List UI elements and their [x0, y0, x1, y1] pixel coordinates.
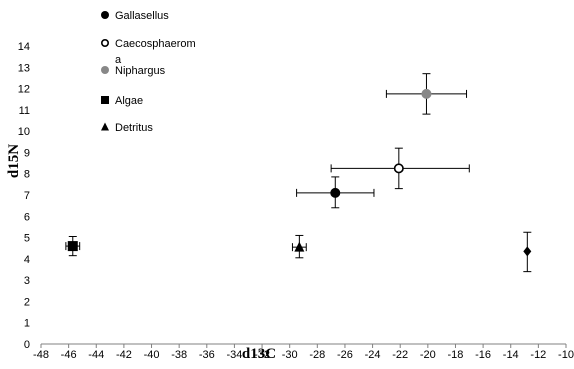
x-tick-label: -12 — [530, 349, 546, 361]
x-tick-label: -26 — [337, 349, 353, 361]
y-tick-label: 11 — [19, 105, 30, 117]
legend-marker-triangle — [101, 122, 109, 131]
y-tick-label: 14 — [18, 41, 30, 53]
data-point-open-circle — [393, 163, 404, 174]
x-axis-ticks: -48 -46 -44 -42 -40 -38 -36 -34 -32 -30 -28 -26 -24-… — [33, 344, 574, 361]
y-tick-label: 12 — [18, 84, 30, 96]
y-axis-title: d15N — [6, 144, 22, 178]
y-tick-label: 7 — [24, 190, 30, 202]
y-tick-label: 6 — [24, 211, 30, 223]
x-axis-title: d13C — [242, 346, 276, 362]
data-point-diamond — [523, 246, 532, 257]
y-tick-label: 3 — [24, 275, 30, 287]
x-tick-label: -48 — [33, 349, 49, 361]
y-tick-label: 10 — [18, 126, 30, 138]
legend-label: Gallasellus — [115, 10, 169, 22]
x-tick-label: -22 — [392, 349, 408, 361]
y-tick-label: 13 — [18, 62, 30, 74]
y-tick-label: 4 — [24, 254, 30, 266]
x-tick-label: -16 — [475, 349, 491, 361]
y-tick-label: 9 — [24, 147, 30, 159]
y-tick-label: 1 — [24, 318, 30, 330]
x-tick-label: -14 — [503, 349, 519, 361]
data-markers — [67, 88, 532, 257]
y-tick-label: 5 — [24, 233, 30, 245]
x-tick-label: -46 — [61, 349, 77, 361]
x-tick-label: -24 — [365, 349, 381, 361]
x-tick-label: -28 — [309, 349, 325, 361]
legend-marker-square — [101, 96, 109, 104]
x-tick-label: -32 — [254, 349, 270, 361]
legend-marker-filled-circle — [101, 11, 109, 19]
x-tick-label: -44 — [88, 349, 104, 361]
y-tick-label: 0 — [24, 339, 30, 351]
x-tick-label: -10 — [558, 349, 574, 361]
y-tick-label: 8 — [24, 169, 30, 181]
x-tick-label: -18 — [448, 349, 464, 361]
data-point-triangle — [294, 241, 305, 252]
legend-marker-filled-circle — [101, 66, 109, 74]
x-tick-label: -42 — [116, 349, 132, 361]
x-tick-label: -40 — [144, 349, 160, 361]
data-point-filled-circle — [421, 88, 432, 99]
x-tick-label: -30 — [282, 349, 298, 361]
x-tick-label: -38 — [171, 349, 187, 361]
data-point-filled-circle — [330, 187, 341, 198]
legend-label: Detritus — [115, 122, 153, 134]
legend-label: Niphargus — [115, 65, 166, 77]
legend-label: a — [115, 54, 122, 66]
data-point-square — [67, 241, 78, 252]
legend-label: Caecosphaerom — [115, 38, 196, 50]
x-tick-label: -36 — [199, 349, 215, 361]
y-tick-label: 2 — [24, 296, 30, 308]
legend-marker-open-circle — [101, 38, 110, 47]
legend-label: Algae — [115, 95, 143, 107]
x-tick-label: -34 — [226, 349, 242, 361]
x-tick-label: -20 — [420, 349, 436, 361]
